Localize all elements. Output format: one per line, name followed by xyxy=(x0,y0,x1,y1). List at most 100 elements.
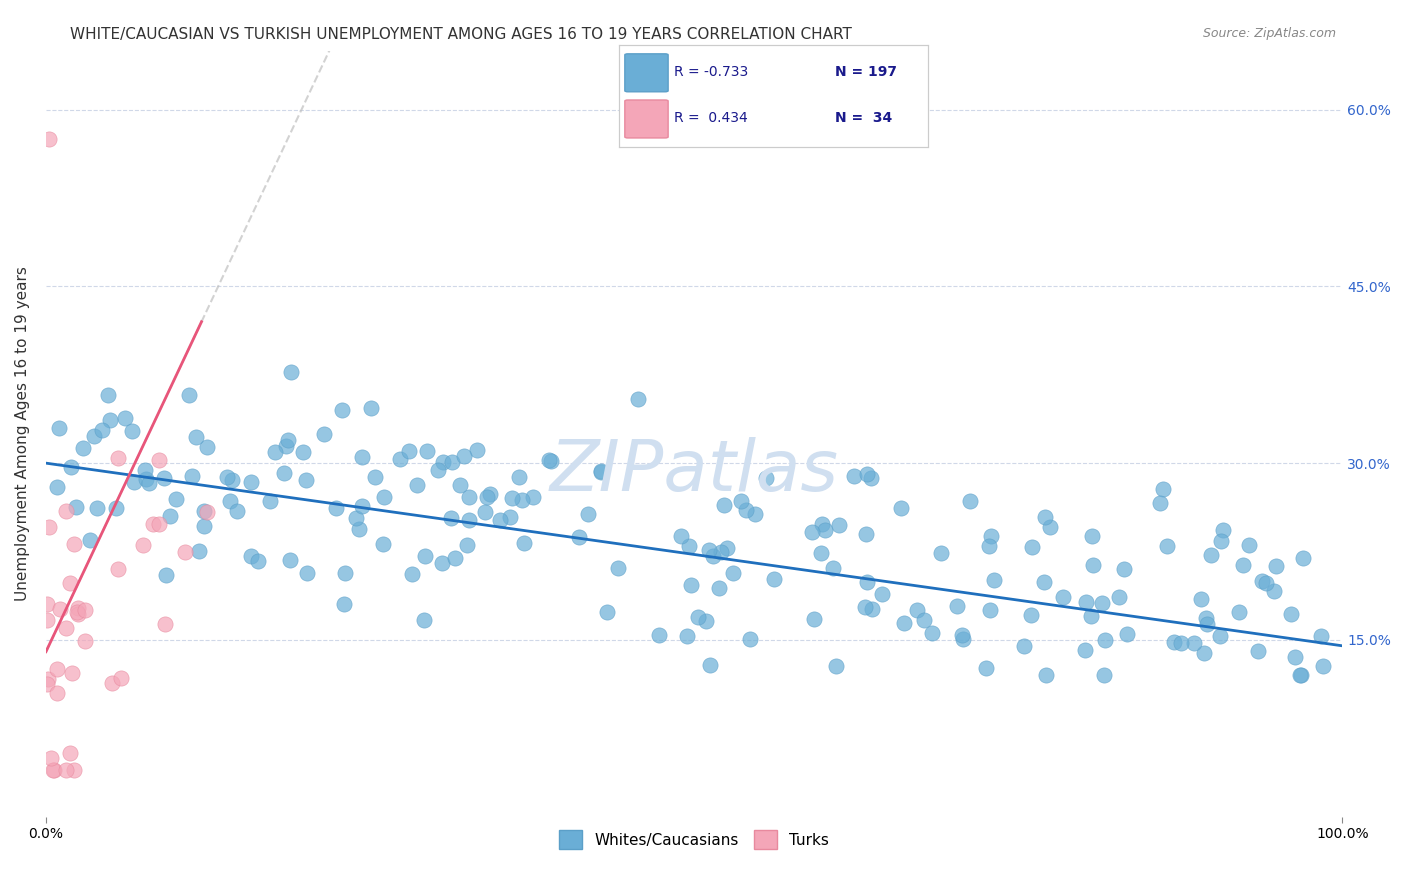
Point xyxy=(522,490,544,504)
Point xyxy=(371,537,394,551)
Point xyxy=(1199,548,1222,562)
Point xyxy=(66,607,89,621)
Point xyxy=(979,602,1001,616)
Point xyxy=(114,411,136,425)
Point xyxy=(134,463,156,477)
Point xyxy=(440,455,463,469)
Point xyxy=(1033,509,1056,524)
Point xyxy=(195,506,218,520)
Text: R =  0.434: R = 0.434 xyxy=(675,112,748,126)
Point xyxy=(475,490,498,504)
Point xyxy=(860,602,883,616)
Point xyxy=(186,430,208,444)
Point xyxy=(330,402,353,417)
Point xyxy=(823,561,845,575)
Point xyxy=(98,413,121,427)
Point xyxy=(1014,639,1036,653)
Point xyxy=(669,529,692,543)
Point xyxy=(277,433,299,447)
Point xyxy=(710,545,733,559)
Point xyxy=(344,511,367,525)
Point xyxy=(456,538,478,552)
Point xyxy=(890,500,912,515)
Point xyxy=(412,614,434,628)
Point xyxy=(401,567,423,582)
Point xyxy=(193,518,215,533)
Text: ZIPatlas: ZIPatlas xyxy=(550,437,838,507)
Point xyxy=(1265,559,1288,574)
Point xyxy=(1021,541,1043,555)
Point xyxy=(825,658,848,673)
Point xyxy=(59,746,82,760)
Point xyxy=(373,490,395,504)
Point xyxy=(974,661,997,675)
Point xyxy=(55,504,77,518)
Point xyxy=(159,509,181,524)
Point xyxy=(1254,575,1277,590)
Point xyxy=(811,516,834,531)
Point xyxy=(1182,636,1205,650)
Point xyxy=(1292,550,1315,565)
Point xyxy=(444,550,467,565)
Point xyxy=(537,452,560,467)
Point xyxy=(83,429,105,443)
Point xyxy=(138,475,160,490)
Point xyxy=(697,542,720,557)
Point xyxy=(801,525,824,540)
Point xyxy=(280,365,302,379)
Point xyxy=(46,480,69,494)
Point xyxy=(195,441,218,455)
Point xyxy=(589,464,612,478)
Point xyxy=(153,471,176,485)
Point xyxy=(398,444,420,458)
Point xyxy=(39,750,62,764)
Point xyxy=(107,561,129,575)
Point xyxy=(828,517,851,532)
Point xyxy=(979,540,1001,554)
Point xyxy=(695,614,717,628)
Point xyxy=(352,450,374,464)
Y-axis label: Unemployment Among Ages 16 to 19 years: Unemployment Among Ages 16 to 19 years xyxy=(15,266,30,601)
Point xyxy=(333,566,356,580)
Point xyxy=(678,539,700,553)
Point xyxy=(1197,617,1219,632)
Point xyxy=(155,567,177,582)
Point xyxy=(513,535,536,549)
Point xyxy=(1237,538,1260,552)
Point xyxy=(1250,574,1272,588)
Point xyxy=(259,494,281,508)
Point xyxy=(188,544,211,558)
Point xyxy=(73,634,96,648)
Point xyxy=(63,537,86,551)
Point xyxy=(1076,595,1098,609)
Point xyxy=(702,549,724,563)
Point xyxy=(363,470,385,484)
Point xyxy=(37,597,59,611)
Point xyxy=(983,574,1005,588)
Text: WHITE/CAUCASIAN VS TURKISH UNEMPLOYMENT AMONG AGES 16 TO 19 YEARS CORRELATION CH: WHITE/CAUCASIAN VS TURKISH UNEMPLOYMENT … xyxy=(70,27,852,42)
Point xyxy=(65,500,87,515)
Point xyxy=(606,561,628,575)
Point xyxy=(415,444,437,458)
Point xyxy=(42,763,65,777)
Point xyxy=(744,507,766,521)
Point xyxy=(1073,643,1095,657)
Point xyxy=(60,666,83,681)
Point xyxy=(49,602,72,616)
Text: R = -0.733: R = -0.733 xyxy=(675,65,748,79)
Point xyxy=(177,388,200,402)
Point xyxy=(240,475,263,489)
Point xyxy=(591,465,613,479)
Point xyxy=(37,677,59,691)
Point xyxy=(929,546,952,560)
Point xyxy=(810,546,832,560)
Point xyxy=(707,581,730,595)
Point xyxy=(63,763,86,777)
Point xyxy=(48,421,70,435)
Point xyxy=(945,599,967,614)
Point xyxy=(148,453,170,467)
Point xyxy=(576,507,599,521)
Point xyxy=(37,673,59,687)
Point xyxy=(568,530,591,544)
Point xyxy=(855,600,877,615)
